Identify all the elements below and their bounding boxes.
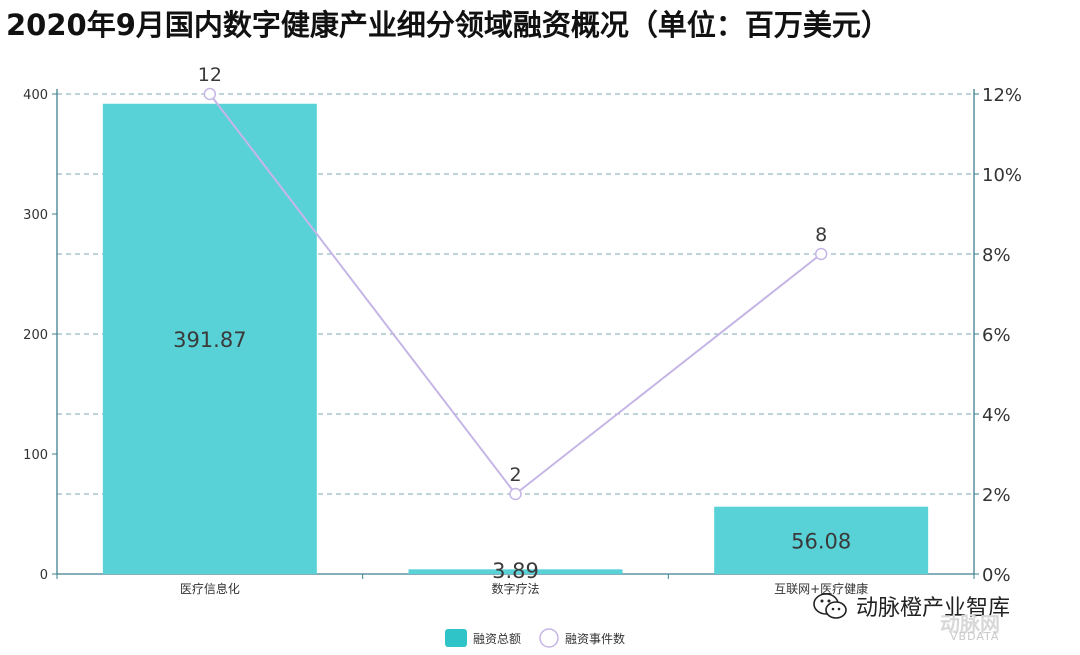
- legend-label-line[interactable]: 融资事件数: [565, 631, 625, 646]
- labels: 391.87 3.89 56.08 12 2 8: [173, 64, 851, 583]
- watermark-sub: VBDATA: [950, 630, 1000, 643]
- x-category-label: 互联网+医疗健康: [774, 581, 868, 596]
- legend: 融资总额 融资事件数: [445, 628, 625, 648]
- legend-label-bar[interactable]: 融资总额: [473, 632, 521, 646]
- point-value-label: 2: [509, 464, 521, 486]
- legend-swatch-line[interactable]: [539, 628, 559, 648]
- legend-swatch-bar[interactable]: [445, 629, 467, 647]
- point-value-label: 8: [815, 224, 827, 246]
- y-right-tick-label: 10%: [982, 165, 1022, 186]
- line-series: [203, 87, 828, 501]
- point-value-label: 12: [198, 64, 222, 86]
- line-point: [814, 247, 828, 261]
- wechat-icon: [813, 593, 847, 619]
- y-right-tick-label: 0%: [982, 565, 1011, 586]
- watermark-brand: 动脉网: [940, 612, 1000, 636]
- y-left-tick-label: 300: [23, 208, 48, 223]
- bar-value-label: 3.89: [492, 559, 539, 583]
- bar: [714, 506, 929, 574]
- y-left-tick-label: 400: [23, 88, 48, 103]
- bars: [102, 103, 929, 575]
- line-point: [509, 487, 522, 501]
- y-right-tick-label: 12%: [982, 85, 1022, 106]
- y-right-tick-label: 8%: [982, 245, 1011, 266]
- bar-value-label: 391.87: [173, 328, 246, 352]
- watermark: 动脉橙产业智库: [812, 590, 1010, 622]
- y-right-tick-label: 4%: [982, 405, 1011, 426]
- y-right-tick-label: 6%: [982, 325, 1011, 346]
- y-left-tick-label: 200: [23, 328, 48, 343]
- bar-value-label: 56.08: [791, 529, 851, 553]
- y-right-tick-label: 2%: [982, 485, 1011, 506]
- chart-title: 2020年9月国内数字健康产业细分领域融资概况（单位：百万美元）: [6, 8, 890, 42]
- y-left-tick-label: 100: [23, 448, 48, 463]
- bar: [102, 103, 317, 575]
- y-left-tick-label: 0: [40, 568, 48, 583]
- bar: [408, 569, 623, 574]
- line-point: [203, 87, 217, 101]
- watermark-text: 动脉橙产业智库: [856, 596, 1011, 621]
- x-category-label: 医疗信息化: [180, 581, 240, 596]
- x-category-label: 数字疗法: [491, 581, 539, 596]
